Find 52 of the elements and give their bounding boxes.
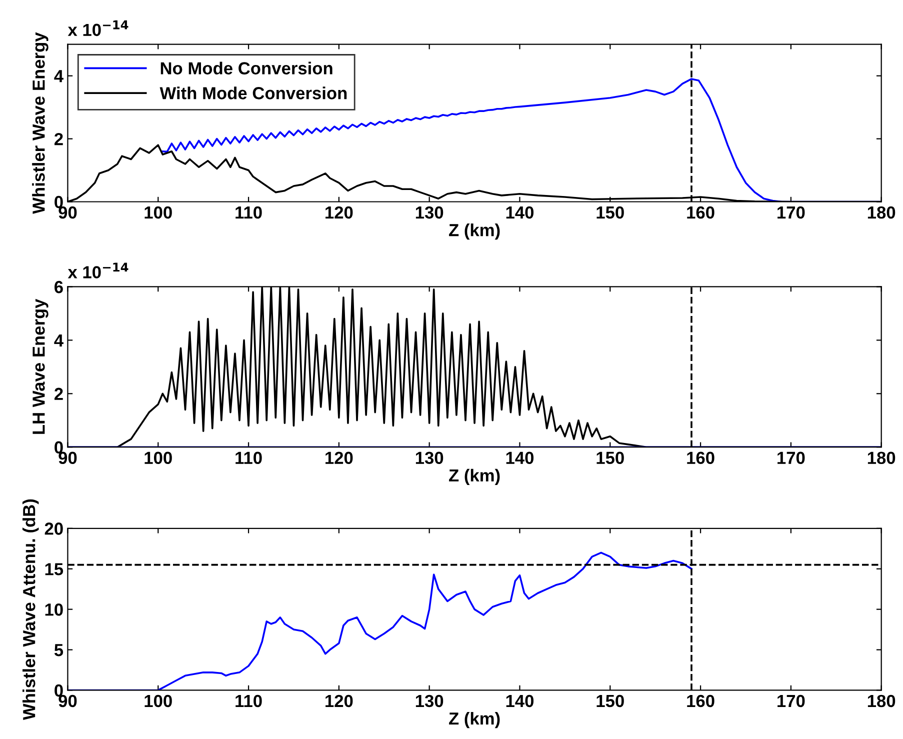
text: x 10$^{−14}$ (68, 20, 128, 36)
x-axis-title: Z (km) (449, 712, 500, 728)
x-tick-label: 120 (326, 694, 353, 708)
x-tick-label: 90 (58, 206, 77, 219)
y-tick-label: 20 (44, 522, 63, 535)
y-tick-label: 6 (54, 280, 63, 294)
x-tick-label: 120 (326, 206, 353, 219)
x-tick-label: 120 (326, 452, 353, 464)
x-tick-label: 90 (58, 452, 77, 464)
x-tick-label: 170 (778, 452, 805, 464)
x-tick-label: 150 (596, 452, 624, 464)
y-tick-label: 4 (54, 70, 64, 82)
x-tick-label: 110 (236, 694, 262, 708)
x-tick-label: 110 (236, 206, 262, 219)
y-tick-label: 2 (54, 388, 63, 400)
x-tick-label: 110 (236, 452, 262, 464)
x-tick-label: 160 (687, 452, 714, 464)
y-tick-label: 0 (54, 441, 63, 454)
y-axis-title: LH Wave Energy (32, 298, 48, 434)
x-tick-label: 150 (596, 206, 624, 219)
x-tick-label: 100 (144, 206, 172, 219)
y-tick-label: 15 (45, 563, 64, 576)
y-tick-label: 5 (54, 644, 64, 656)
text: x 10$^{−14}$ (68, 262, 128, 278)
x-tick-label: 170 (778, 206, 805, 219)
y-axis-title: Whistler Wave Attenu. (dB) (22, 499, 39, 720)
x-tick-label: 150 (596, 694, 624, 708)
x-tick-label: 130 (416, 206, 444, 219)
legend-label: No Mode Conversion (160, 62, 332, 74)
x-tick-label: 90 (58, 694, 77, 708)
x-tick-label: 100 (144, 452, 172, 464)
y-tick-label: 0 (54, 196, 63, 208)
x-tick-label: 100 (144, 694, 172, 708)
x-tick-label: 180 (868, 452, 896, 464)
x-tick-label: 160 (687, 206, 714, 219)
x-tick-label: 130 (416, 694, 444, 708)
x-tick-label: 140 (506, 206, 534, 219)
y-tick-label: 0 (54, 684, 63, 697)
x-tick-label: 180 (868, 694, 896, 708)
x-axis-title: Z (km) (449, 468, 500, 486)
y-tick-label: 10 (45, 603, 63, 616)
x-tick-label: 140 (506, 694, 534, 708)
x-tick-label: 130 (416, 452, 444, 464)
y-tick-label: 4 (54, 334, 64, 346)
x-tick-label: 180 (868, 206, 896, 219)
legend-label: With Mode Conversion (160, 86, 347, 100)
y-tick-label: 2 (54, 132, 63, 146)
x-axis-title: Z (km) (449, 223, 500, 240)
x-tick-label: 160 (687, 694, 714, 708)
x-tick-label: 170 (778, 694, 805, 708)
x-tick-label: 140 (506, 452, 534, 464)
y-axis-title: Whistler Wave Energy (32, 32, 48, 214)
